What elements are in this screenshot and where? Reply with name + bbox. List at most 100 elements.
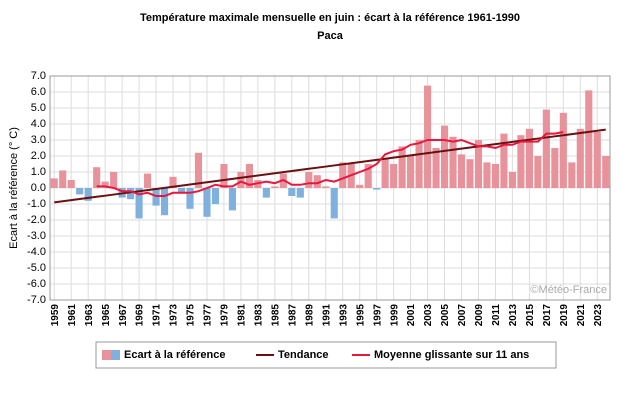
bar xyxy=(364,164,372,188)
line xyxy=(96,131,564,197)
y-tick-label: -1.0 xyxy=(27,198,46,210)
bar xyxy=(440,125,449,188)
x-tick-label: 1959 xyxy=(50,304,61,327)
x-tick-label: 1983 xyxy=(254,304,265,327)
bar xyxy=(288,188,296,196)
y-tick-label: -4.0 xyxy=(27,246,46,258)
bar xyxy=(457,154,466,188)
bar xyxy=(211,188,220,204)
bar xyxy=(407,156,415,188)
y-tick-label: 1.0 xyxy=(31,166,46,178)
bar xyxy=(127,188,135,200)
x-tick-label: 1969 xyxy=(135,304,146,327)
bar xyxy=(135,188,143,219)
bar xyxy=(296,188,304,198)
bar xyxy=(525,128,533,188)
bar xyxy=(305,172,313,188)
x-tick-label: 1973 xyxy=(169,304,180,327)
legend-label: Tendance xyxy=(278,349,329,361)
bar xyxy=(84,188,92,201)
bar xyxy=(50,178,58,188)
legend-box xyxy=(95,341,557,369)
y-axis-label: Ecart à la référence (° C) xyxy=(8,127,20,249)
bar xyxy=(424,85,432,188)
bar xyxy=(432,148,440,188)
x-tick-label: 1999 xyxy=(389,304,400,327)
bar xyxy=(76,188,84,195)
bar xyxy=(585,90,593,188)
bar xyxy=(551,148,559,188)
bar xyxy=(339,162,347,188)
x-tick-label: 1997 xyxy=(372,304,383,327)
legend-swatch xyxy=(102,350,111,360)
bar xyxy=(593,132,601,188)
bar xyxy=(508,172,516,188)
x-tick-label: 2019 xyxy=(559,304,570,327)
x-tick-label: 2005 xyxy=(440,304,451,327)
x-tick-label: 1989 xyxy=(304,304,315,327)
bar xyxy=(220,164,228,188)
x-tick-label: 1977 xyxy=(203,304,214,327)
x-tick-label: 2007 xyxy=(457,304,468,327)
x-tick-label: 2017 xyxy=(542,304,553,327)
bar xyxy=(313,175,321,188)
x-tick-label: 2015 xyxy=(525,304,536,327)
x-tick-label: 1995 xyxy=(355,304,366,327)
bar xyxy=(330,188,338,219)
line xyxy=(54,128,606,204)
bar xyxy=(228,188,236,211)
bar xyxy=(568,162,576,188)
bar xyxy=(415,140,423,188)
bar xyxy=(500,133,508,188)
y-tick-label: -7.0 xyxy=(27,294,46,306)
y-tick-label: 2.0 xyxy=(31,150,46,162)
bar xyxy=(534,156,542,188)
bar xyxy=(559,112,567,188)
legend-label: Ecart à la référence xyxy=(124,349,226,361)
bar xyxy=(373,188,381,190)
x-tick-label: 1967 xyxy=(118,304,129,327)
bar xyxy=(186,188,194,209)
chart-subtitle: Paca xyxy=(317,30,344,42)
x-tick-label: 1979 xyxy=(220,304,231,327)
x-tick-label: 1993 xyxy=(338,304,349,327)
y-tick-label: 0.0 xyxy=(31,182,46,194)
x-tick-label: 2003 xyxy=(423,304,434,327)
bar xyxy=(491,164,500,188)
bar xyxy=(271,186,279,188)
chart-title: Température maximale mensuelle en juin :… xyxy=(140,12,520,24)
x-tick-label: 2009 xyxy=(474,304,485,327)
bar xyxy=(517,135,525,188)
y-tick-label: -2.0 xyxy=(27,214,46,226)
x-tick-label: 2021 xyxy=(576,304,587,327)
bar xyxy=(59,170,67,188)
x-tick-label: 1965 xyxy=(101,304,112,327)
bar xyxy=(144,173,152,188)
x-tick-label: 1961 xyxy=(67,304,78,327)
bar xyxy=(177,188,186,193)
bar xyxy=(160,188,169,216)
x-tick-label: 2011 xyxy=(491,304,502,326)
bar xyxy=(93,167,101,188)
bar xyxy=(542,109,550,188)
bar xyxy=(602,156,610,188)
x-tick-label: 1991 xyxy=(321,304,332,327)
legend-swatch xyxy=(111,350,120,360)
bar xyxy=(483,162,491,188)
x-tick-label: 1981 xyxy=(237,304,248,327)
x-tick-label: 2013 xyxy=(508,304,519,327)
x-tick-label: 1987 xyxy=(287,304,298,327)
bar xyxy=(466,159,474,188)
x-tick-label: 2001 xyxy=(406,304,417,327)
x-tick-label: 1963 xyxy=(84,304,95,327)
bar xyxy=(390,164,398,188)
y-tick-label: -6.0 xyxy=(27,278,46,290)
bar xyxy=(398,146,406,188)
x-tick-label: 1975 xyxy=(186,304,197,327)
watermark: ©Météo-France xyxy=(530,284,607,296)
bar xyxy=(110,172,118,188)
bar xyxy=(169,176,177,188)
y-tick-label: 7.0 xyxy=(31,70,46,82)
bar xyxy=(262,188,270,198)
